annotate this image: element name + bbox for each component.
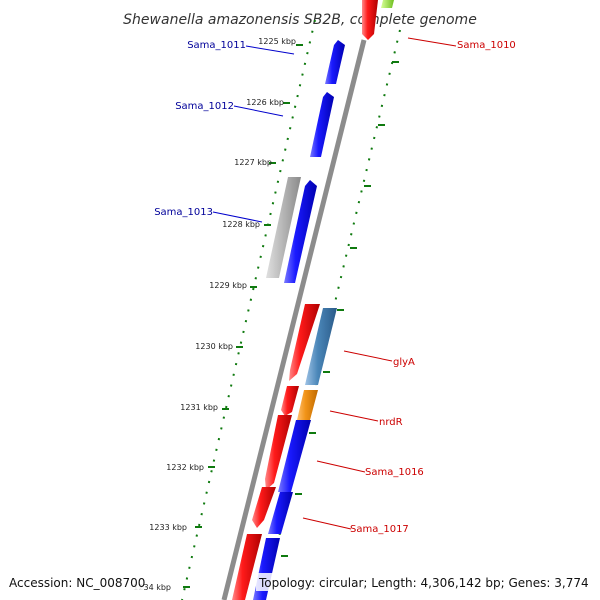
- tick-label-1229: 1229 kbp: [209, 281, 247, 290]
- gene-label-sama-1013[interactable]: Sama_1013: [154, 207, 213, 218]
- tick-label-1228: 1228 kbp: [222, 220, 260, 229]
- gene-arrow-sama-1017[interactable]: [268, 492, 293, 534]
- gene-label-sama-1016[interactable]: Sama_1016: [365, 467, 424, 478]
- gene-arrow-red-2[interactable]: [281, 386, 299, 416]
- gene-arrow-nrdr[interactable]: [297, 390, 318, 420]
- gene-arrow-glya[interactable]: [305, 308, 337, 385]
- tick-label-1227: 1227 kbp: [234, 158, 272, 167]
- leader-line-sama-1010: [407, 37, 457, 47]
- gene-label-sama-1017[interactable]: Sama_1017: [350, 524, 409, 535]
- gene-arrow-sama-1012[interactable]: [310, 92, 334, 157]
- leader-line-sama-1016: [316, 460, 366, 473]
- genome-backbone: [221, 39, 367, 600]
- ruler-outer-ticks: [281, 61, 399, 557]
- map-title: Shewanella amazonensis SB2B, complete ge…: [123, 12, 477, 28]
- tick-label-1234: 1234 kbp: [133, 583, 171, 592]
- tick-label-1233: 1233 kbp: [149, 523, 187, 532]
- gene-arrow-red-5[interactable]: [232, 534, 262, 600]
- gene-arrow-green[interactable]: [381, 0, 394, 8]
- gene-label-sama-1011[interactable]: Sama_1011: [187, 40, 246, 51]
- tick-label-1232: 1232 kbp: [166, 463, 204, 472]
- gene-label-sama-1012[interactable]: Sama_1012: [175, 101, 234, 112]
- gene-label-sama-1010[interactable]: Sama_1010: [457, 40, 516, 51]
- gene-arrow-red-4[interactable]: [252, 487, 276, 528]
- accession-backdrop: [4, 573, 144, 591]
- gene-arrow-sama-1010[interactable]: [362, 0, 378, 40]
- gene-arrow-sama-1013[interactable]: [284, 180, 317, 283]
- gene-arrow-sama-1016[interactable]: [278, 420, 311, 492]
- leader-line-sama-1012: [233, 105, 284, 117]
- gene-arrow-sama-1011[interactable]: [325, 40, 345, 84]
- leader-line-sama-1011: [245, 45, 295, 55]
- topology-label: Topology: circular; Length: 4,306,142 bp…: [258, 576, 589, 590]
- tick-label-1226: 1226 kbp: [246, 98, 284, 107]
- leader-line-nrdr: [329, 410, 379, 422]
- leader-line-glya: [343, 350, 393, 362]
- accession-label: Accession: NC_008700: [9, 576, 145, 590]
- gene-arrow-red-1[interactable]: [289, 304, 320, 381]
- inner-ruler-track: [181, 19, 316, 600]
- leader-line-sama-1013: [212, 211, 263, 223]
- gene-label-glya[interactable]: glyA: [393, 357, 415, 368]
- gene-label-nrdr[interactable]: nrdR: [379, 417, 403, 428]
- ruler-major-ticks: [183, 44, 303, 588]
- tick-label-1231: 1231 kbp: [180, 403, 218, 412]
- tick-label-1230: 1230 kbp: [195, 342, 233, 351]
- topology-backdrop: [256, 573, 594, 591]
- leader-line-sama-1017: [302, 517, 352, 530]
- gene-arrow-red-3[interactable]: [265, 415, 292, 490]
- gene-arrow-pseudo[interactable]: [266, 177, 301, 278]
- tick-label-1225: 1225 kbp: [258, 37, 296, 46]
